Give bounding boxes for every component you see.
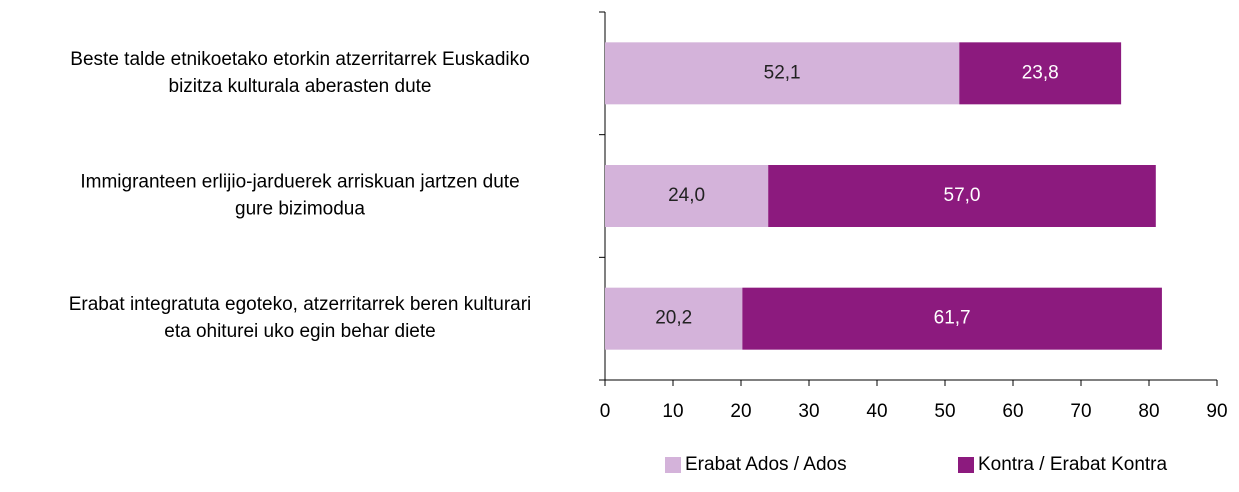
x-tick-label: 10 <box>662 401 683 422</box>
bar-segment <box>742 287 1162 350</box>
bar-segment <box>605 287 743 350</box>
x-tick-label: 40 <box>866 401 887 422</box>
x-tick-label: 50 <box>934 401 955 422</box>
x-tick-label: 90 <box>1206 401 1227 422</box>
x-tick-label: 30 <box>798 401 819 422</box>
legend-label: Kontra / Erabat Kontra <box>978 454 1167 475</box>
legend-swatch <box>665 457 681 473</box>
bar-segment <box>605 165 769 227</box>
x-tick-label: 70 <box>1070 401 1091 422</box>
x-tick-label: 0 <box>600 401 611 422</box>
category-label: bizitza kulturala aberasten dute <box>169 76 432 97</box>
legend-swatch <box>958 457 974 473</box>
value-label: 23,8 <box>1022 62 1059 83</box>
bar-segment <box>959 42 1122 105</box>
category-label: Immigranteen erlijio-jarduerek arriskuan… <box>80 172 519 193</box>
x-tick-label: 80 <box>1138 401 1159 422</box>
legend-label: Erabat Ados / Ados <box>685 454 847 475</box>
bar-segment <box>768 165 1156 227</box>
value-label: 20,2 <box>655 308 692 329</box>
value-label: 61,7 <box>934 308 971 329</box>
category-label: eta ohiturei uko egin behar diete <box>164 321 435 342</box>
category-label: Beste talde etnikoetako etorkin atzerrit… <box>70 49 529 70</box>
value-label: 57,0 <box>944 185 981 206</box>
category-label: gure bizimodua <box>235 199 365 220</box>
value-label: 24,0 <box>668 185 705 206</box>
value-label: 52,1 <box>764 62 801 83</box>
x-tick-label: 60 <box>1002 401 1023 422</box>
x-tick-label: 20 <box>730 401 751 422</box>
category-label: Erabat integratuta egoteko, atzerritarre… <box>69 294 532 315</box>
bar-segment <box>605 42 960 105</box>
